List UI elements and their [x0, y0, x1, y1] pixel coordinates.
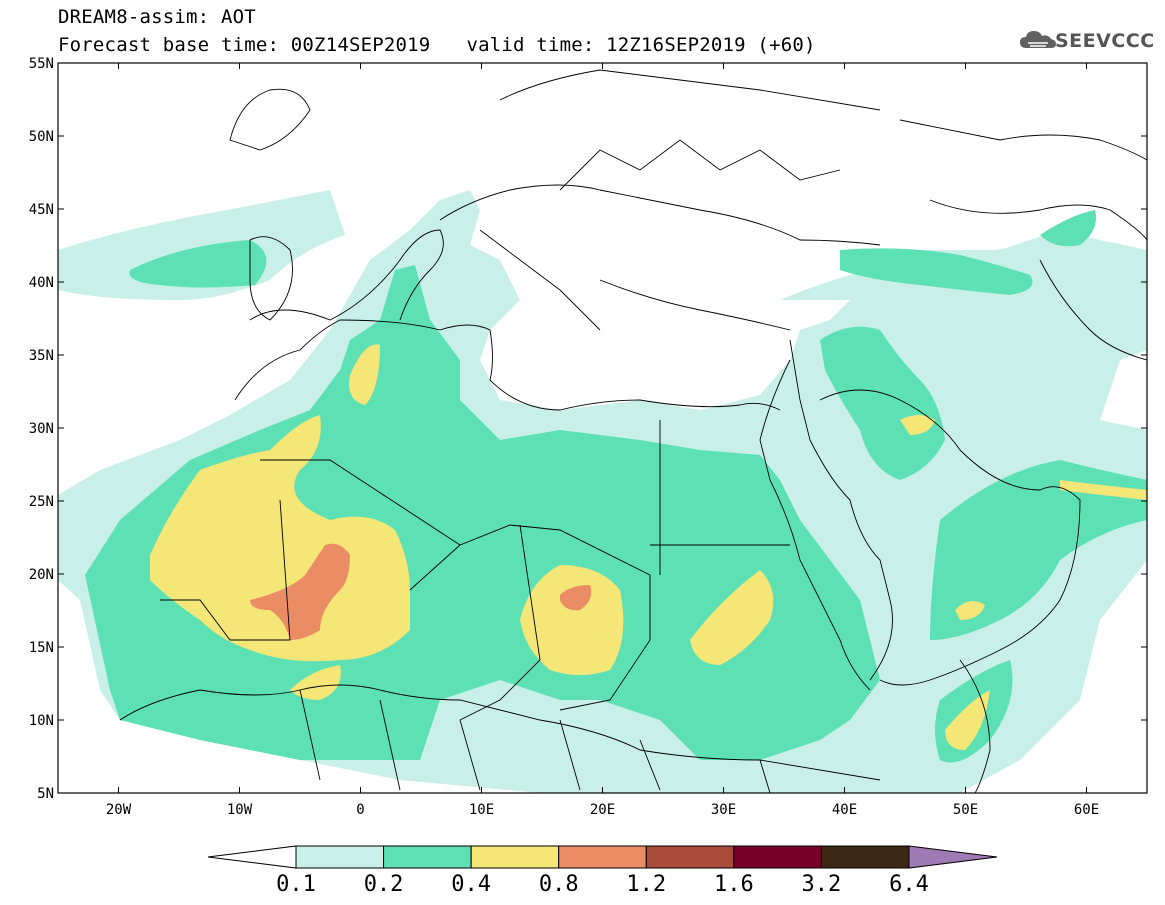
- lon-tick-label: 20E: [590, 802, 615, 818]
- colorbar-label: 1.2: [626, 872, 667, 897]
- colorbar-label: 6.4: [889, 872, 929, 897]
- base-time: Forecast base time: 00Z14SEP2019: [58, 34, 431, 56]
- colorbar-max-arrow: [908, 845, 998, 869]
- map-borders: [119, 69, 1147, 793]
- lon-tick-label: 10E: [469, 802, 494, 818]
- logo-text: SEEVCCC: [1055, 30, 1155, 52]
- lat-tick-label: 45N: [29, 202, 54, 218]
- colorbar: [207, 845, 998, 869]
- lon-tick-label: 10W: [227, 802, 253, 818]
- colorbar-swatch: [558, 845, 647, 869]
- lat-tick-label: 30N: [29, 421, 54, 437]
- lat-tick-label: 50N: [29, 129, 54, 145]
- lon-tick-label: 40E: [832, 802, 857, 818]
- forecast-times: Forecast base time: 00Z14SEP2019 valid ti…: [58, 34, 816, 56]
- colorbar-swatch: [733, 845, 822, 869]
- lon-tick-label: 0: [356, 802, 364, 818]
- lon-tick-label: 60E: [1074, 802, 1099, 818]
- lat-tick-label: 5N: [37, 786, 54, 802]
- colorbar-label: 0.1: [276, 872, 316, 897]
- lat-tick-label: 15N: [29, 640, 54, 656]
- lat-tick-label: 40N: [29, 275, 54, 291]
- aot-contours: [58, 190, 1147, 793]
- axis-ticks: [58, 62, 1147, 794]
- colorbar-swatch: [383, 845, 472, 869]
- lon-tick-label: 30E: [711, 802, 736, 818]
- colorbar-swatch: [820, 845, 910, 869]
- lat-tick-label: 10N: [29, 713, 54, 729]
- valid-time: valid time: 12Z16SEP2019 (+60): [466, 34, 816, 56]
- axis-tick-labels: 20W 10W 0 10E 20E 30E 40E 50E 60E 5N 10N 15N 20N 25N 3…: [29, 56, 1099, 818]
- lat-tick-label: 55N: [29, 56, 54, 72]
- cloud-icon: [1020, 31, 1056, 48]
- colorbar-label: 1.6: [713, 872, 754, 897]
- colorbar-label: 3.2: [801, 872, 842, 897]
- lon-tick-label: 20W: [106, 802, 132, 818]
- colorbar-swatch: [645, 845, 735, 869]
- lat-tick-label: 35N: [29, 348, 54, 364]
- lat-tick-label: 25N: [29, 494, 54, 510]
- map-title: DREAM8-assim: AOT: [58, 6, 256, 28]
- colorbar-label: 0.8: [538, 872, 579, 897]
- lat-tick-label: 20N: [29, 567, 54, 583]
- colorbar-swatch: [295, 845, 385, 869]
- lon-tick-label: 50E: [953, 802, 978, 818]
- colorbar-label: 0.4: [451, 872, 492, 897]
- colorbar-min-arrow: [207, 845, 297, 869]
- colorbar-label: 0.2: [363, 872, 404, 897]
- colorbar-swatch: [470, 845, 560, 869]
